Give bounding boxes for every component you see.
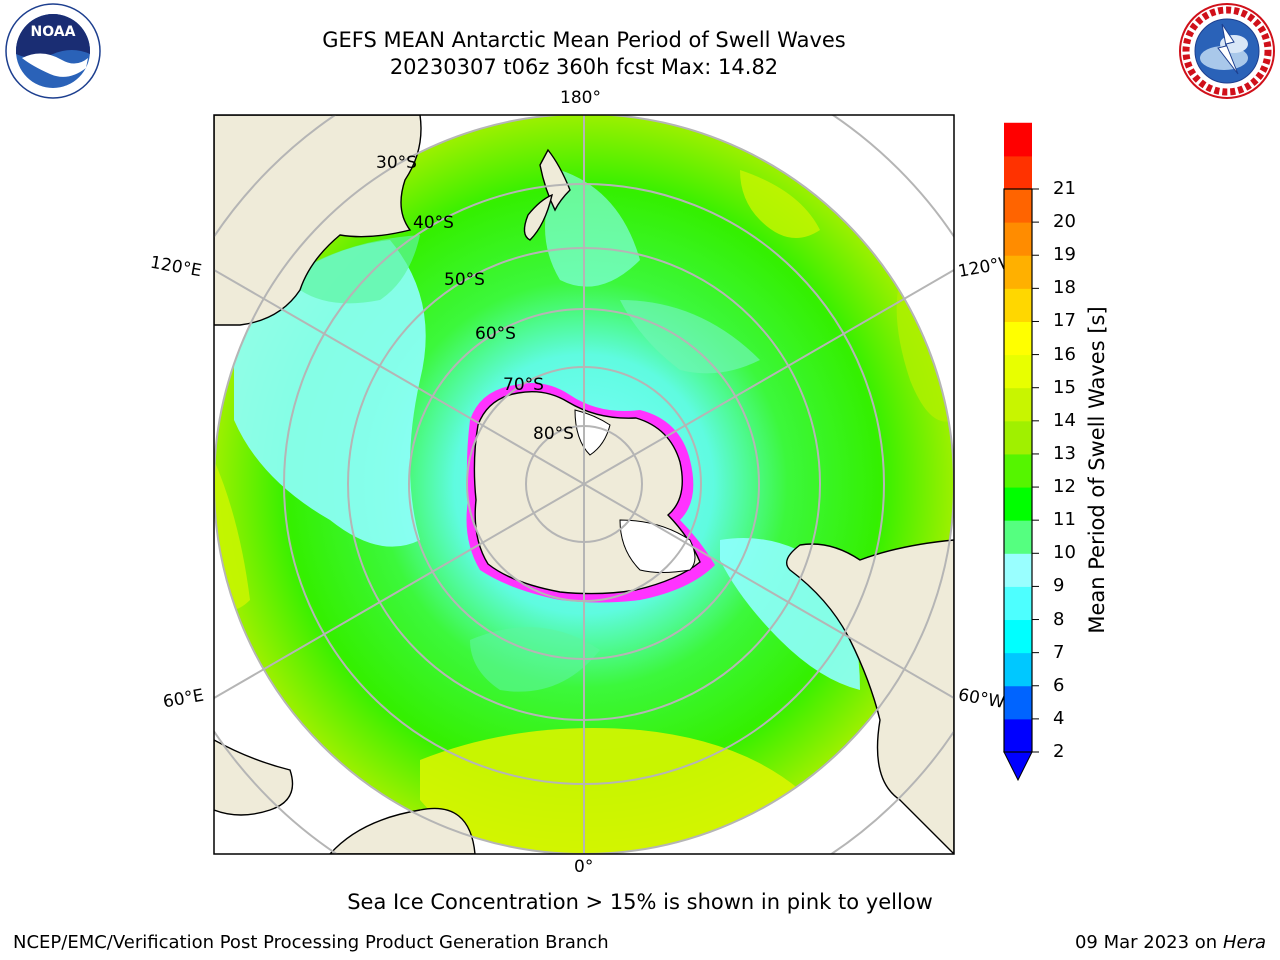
- colorbar-tick-label: 17: [1053, 310, 1076, 332]
- noaa-logo-icon: NOAA: [5, 3, 101, 99]
- footer-branch: NCEP/EMC/Verification Post Processing Pr…: [13, 932, 609, 953]
- lon-label-180: 180°: [560, 88, 601, 108]
- lat-label-50s: 50°S: [444, 270, 485, 290]
- colorbar-tick-label: 12: [1053, 476, 1076, 498]
- swell-period-patches: [214, 170, 954, 854]
- colorbar-tick-label: 11: [1053, 509, 1076, 531]
- lon-label-0: 0°: [574, 857, 594, 877]
- colorbar-tick-label: 19: [1053, 244, 1076, 266]
- chart-title: GEFS MEAN Antarctic Mean Period of Swell…: [322, 28, 846, 52]
- lat-label-30s: 30°S: [376, 153, 417, 173]
- footer-machine: Hera: [1222, 932, 1266, 953]
- new-zealand-south: [523, 193, 553, 241]
- colorbar-tick-label: 14: [1053, 409, 1076, 431]
- new-zealand-north: [539, 148, 571, 212]
- colorbar-tick-label: 9: [1053, 575, 1065, 597]
- footer-date: 09 Mar 2023 on Hera: [1074, 932, 1266, 953]
- lat-label-60s: 60°S: [475, 324, 516, 344]
- colorbar-tick-label: 6: [1053, 674, 1065, 696]
- lat-label-80s: 80°S: [533, 424, 574, 444]
- colorbar-tick-label: 15: [1053, 376, 1076, 398]
- africa: [329, 807, 476, 854]
- australia: [214, 115, 422, 326]
- colorbar-tick-label: 4: [1053, 707, 1065, 729]
- lat-label-40s: 40°S: [413, 213, 454, 233]
- colorbar-tick-label: 13: [1053, 442, 1076, 464]
- colorbar-tick-label: 10: [1053, 542, 1076, 564]
- weddell-ice-shelf: [619, 519, 696, 573]
- land-masses: [214, 115, 954, 854]
- colorbar-tick-label: 20: [1053, 211, 1076, 233]
- map-border: [213, 114, 955, 855]
- antarctica: [466, 382, 715, 603]
- colorbar-tick-label: 21: [1053, 178, 1076, 199]
- svg-text:NOAA: NOAA: [31, 24, 76, 40]
- lat-label-70s: 70°S: [503, 375, 544, 395]
- colorbar-tick-label: 18: [1053, 277, 1076, 299]
- nws-logo-icon: [1179, 3, 1275, 99]
- colorbar-tick-label: 8: [1053, 608, 1065, 630]
- graticule: [214, 115, 954, 854]
- colorbar-tick-label: 2: [1053, 741, 1065, 762]
- colorbar-tick-label: 16: [1053, 343, 1076, 365]
- chart-subtitle: 20230307 t06z 360h fcst Max: 14.82: [389, 55, 779, 79]
- south-america: [786, 539, 954, 854]
- sea-ice-caption: Sea Ice Concentration > 15% is shown in …: [347, 890, 933, 914]
- colorbar-tick-label: 7: [1053, 641, 1065, 663]
